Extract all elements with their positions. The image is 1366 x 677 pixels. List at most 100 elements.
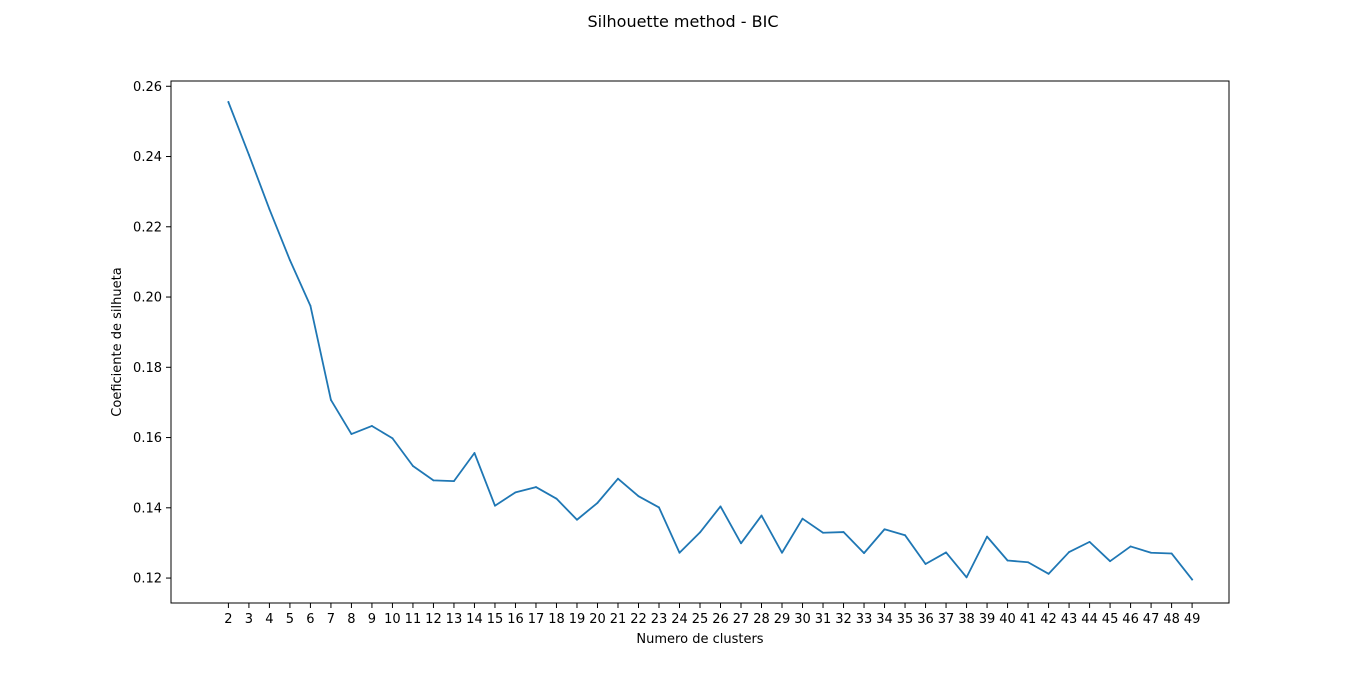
x-tick-label: 18	[548, 612, 565, 627]
data-point	[576, 518, 578, 521]
x-tick-label: 49	[1184, 612, 1201, 627]
x-tick-label: 30	[794, 612, 811, 627]
data-point	[1109, 560, 1111, 563]
x-tick-label: 41	[1020, 612, 1037, 627]
y-axis: 0.12 0.14 0.16 0.18 0.20 0.22 0.24 0.26	[133, 80, 171, 587]
y-axis-label: Coeficiente de silhueta	[110, 267, 125, 416]
data-point	[596, 501, 599, 504]
data-point	[289, 259, 291, 262]
data-point	[1129, 545, 1132, 548]
y-tick-label: 0.26	[133, 80, 162, 95]
x-tick-label: 36	[917, 612, 934, 627]
data-point	[1047, 572, 1050, 575]
data-point	[248, 153, 250, 156]
x-tick-label: 47	[1143, 612, 1160, 627]
plot-area	[170, 80, 1230, 604]
x-tick-label: 38	[958, 612, 975, 627]
x-tick-label: 16	[507, 612, 524, 627]
x-tick-label: 31	[815, 612, 832, 627]
data-point	[658, 506, 660, 509]
data-point	[453, 480, 455, 483]
data-point	[412, 465, 414, 467]
y-tick-label: 0.22	[133, 220, 162, 235]
data-point	[801, 517, 804, 520]
data-point	[1068, 551, 1070, 553]
data-point	[371, 425, 373, 427]
data-point	[863, 552, 865, 555]
x-tick-label: 4	[265, 612, 273, 627]
x-tick-label: 21	[610, 612, 627, 627]
x-tick-label: 5	[286, 612, 294, 627]
x-tick-label: 11	[405, 612, 422, 627]
x-tick-label: 9	[368, 612, 376, 627]
y-tick-label: 0.16	[133, 431, 162, 446]
x-tick-label: 22	[630, 612, 647, 627]
series-line	[227, 100, 1194, 581]
x-tick-label: 46	[1122, 612, 1139, 627]
data-point	[494, 504, 496, 507]
x-tick-label: 34	[876, 612, 893, 627]
x-tick-label: 37	[938, 612, 955, 627]
x-axis: 2 3 4 5 6 7 8 9 10 11 12 13 14 15 16 17 18 19 20 21 22 23 24 25…	[224, 603, 1200, 627]
x-tick-label: 40	[999, 612, 1016, 627]
data-point	[1027, 561, 1029, 564]
x-tick-label: 43	[1061, 612, 1078, 627]
x-tick-label: 39	[979, 612, 996, 627]
x-tick-label: 7	[327, 612, 335, 627]
x-tick-label: 33	[856, 612, 873, 627]
data-point	[1006, 559, 1009, 562]
x-tick-label: 28	[753, 612, 770, 627]
x-tick-label: 24	[671, 612, 688, 627]
x-tick-label: 3	[245, 612, 253, 627]
x-tick-label: 17	[528, 612, 545, 627]
y-tick-label: 0.14	[133, 501, 162, 516]
y-tick-label: 0.24	[133, 150, 162, 165]
data-point	[227, 101, 230, 103]
data-point	[1088, 540, 1091, 543]
x-tick-label: 27	[733, 612, 750, 627]
data-point	[945, 551, 947, 554]
data-point	[986, 535, 988, 538]
x-tick-label: 8	[347, 612, 355, 627]
x-tick-label: 32	[835, 612, 852, 627]
y-tick-label: 0.20	[133, 291, 162, 306]
data-point	[555, 497, 558, 500]
data-point	[617, 477, 619, 480]
x-tick-label: 12	[425, 612, 442, 627]
x-tick-label: 42	[1040, 612, 1057, 627]
data-point	[965, 576, 968, 579]
x-tick-label: 10	[384, 612, 401, 627]
data-point	[268, 208, 271, 211]
x-tick-label: 14	[466, 612, 483, 627]
data-point	[781, 551, 783, 554]
data-point	[1191, 578, 1193, 581]
data-point	[883, 528, 886, 531]
x-tick-label: 19	[569, 612, 586, 627]
data-point	[822, 531, 824, 534]
data-point	[842, 531, 845, 533]
x-tick-label: 44	[1081, 612, 1098, 627]
data-point	[740, 542, 742, 545]
data-point	[1170, 552, 1173, 555]
data-point	[719, 505, 722, 508]
x-tick-label: 45	[1102, 612, 1119, 627]
data-point	[473, 452, 476, 454]
data-point	[760, 514, 763, 517]
y-tick-label: 0.18	[133, 361, 162, 376]
x-tick-label: 13	[446, 612, 463, 627]
x-tick-label: 6	[306, 612, 314, 627]
data-point	[1150, 551, 1152, 554]
x-tick-label: 25	[692, 612, 709, 627]
data-point	[350, 433, 353, 435]
y-tick-label: 0.12	[133, 572, 162, 587]
data-point	[637, 495, 640, 498]
x-tick-label: 48	[1163, 612, 1180, 627]
data-point	[330, 399, 332, 401]
data-point	[391, 437, 394, 440]
data-point	[678, 551, 681, 554]
data-point	[904, 534, 906, 537]
data-point	[432, 479, 435, 482]
x-tick-label: 35	[897, 612, 914, 627]
x-tick-label: 29	[774, 612, 791, 627]
